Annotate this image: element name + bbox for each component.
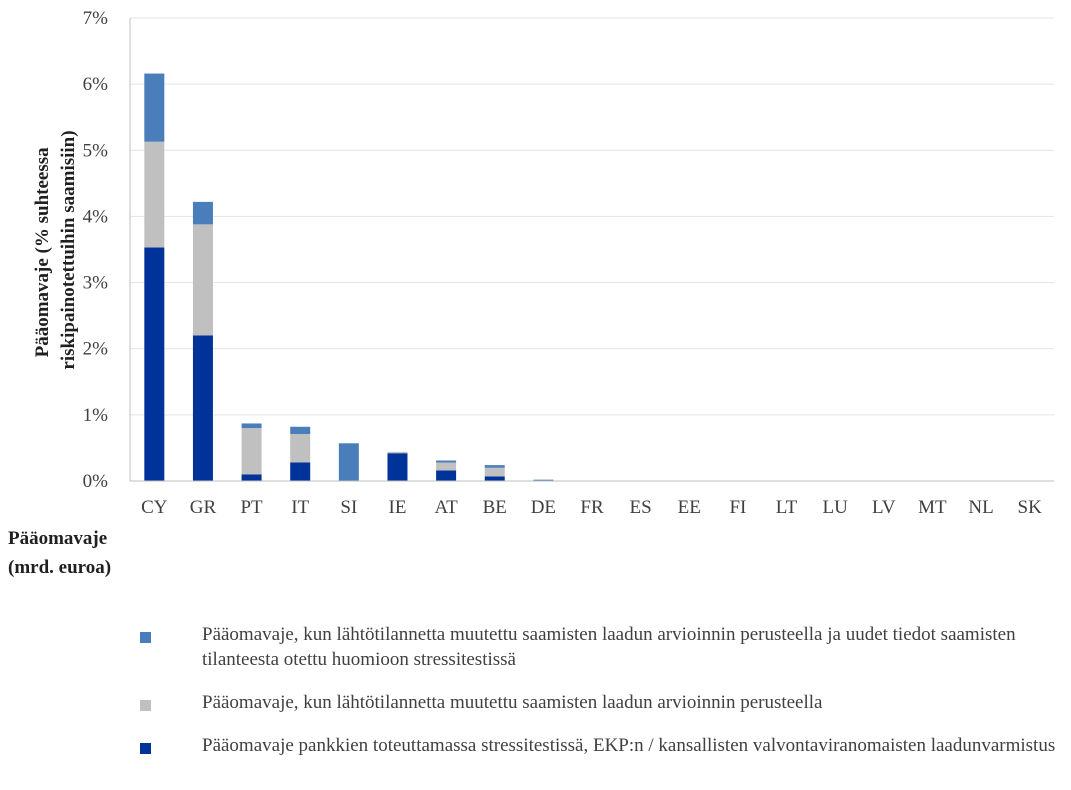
side-label: Pääomavaje (mrd. euroa) [8,524,111,582]
axes [129,18,1054,482]
bar-segment-gr-series1 [192,335,213,481]
side-label-line1: Pääomavaje [8,528,108,549]
bar-segment-si-series3 [338,443,359,481]
bar-chart: 0% 1% 2% 3% 4% 5% 6% 7% CY GR PT IT SI IE AT BE DE FR ES E… [32,8,1054,518]
x-tick-label-sk: SK [1018,497,1043,518]
legend-swatch [140,700,151,711]
y-tick-label: 6% [83,74,109,95]
y-axis-label-line1: Pääomavaje (% suhteessa [32,147,53,358]
x-tick-label-lv: LV [872,497,896,518]
y-tick-label: 4% [83,206,109,227]
bar-segment-cy-series3 [144,73,165,142]
bar-segment-it-series3 [290,426,311,435]
bar-segment-ie-series1 [387,453,408,481]
bar-segment-be-series3 [484,465,505,468]
legend-label: Pääomavaje, kun lähtötilannetta muutettu… [202,624,1016,670]
bar-segment-cy-series2 [144,141,165,248]
bar-segment-at-series1 [436,470,457,481]
y-tick-label: 1% [83,405,109,426]
x-tick-label-lu: LU [822,497,848,518]
legend-swatch [140,632,151,643]
x-tick-label-be: BE [483,497,507,518]
bar-segment-at-series3 [436,460,457,463]
side-label-line2: (mrd. euroa) [8,557,112,578]
bar-segment-be-series2 [484,467,505,477]
x-tick-label-si: SI [340,497,357,518]
x-tick-label-at: AT [434,497,458,518]
x-tick-labels: CY GR PT IT SI IE AT BE DE FR ES EE FI LT LU LV MT NL SK [141,497,1042,518]
bar-segment-pt-series1 [241,474,262,481]
y-axis-label-line2: riskipainotettuihin saamisiin) [58,130,79,369]
bar-segment-it-series2 [290,434,311,463]
bars [144,73,554,482]
bar-segment-gr-series2 [192,224,213,336]
x-tick-label-fr: FR [580,497,604,518]
legend-item: Pääomavaje, kun lähtötilannetta muutettu… [140,622,1065,672]
x-tick-label-it: IT [291,497,309,518]
legend-item: Pääomavaje pankkien toteuttamassa stress… [140,733,1065,758]
bar-segment-pt-series3 [241,423,262,429]
y-tick-label: 3% [83,273,109,294]
y-tick-label: 0% [83,471,109,492]
y-tick-label: 5% [83,140,109,161]
x-tick-label-ie: IE [389,497,407,518]
y-tick-label: 2% [83,339,109,360]
legend-label: Pääomavaje pankkien toteuttamassa stress… [202,735,1056,756]
y-tick-label: 7% [83,8,109,29]
bar-segment-gr-series3 [192,201,213,225]
x-tick-label-de: DE [531,497,556,518]
y-axis-label: Pääomavaje (% suhteessa riskipainotettui… [32,130,79,369]
x-tick-label-cy: CY [141,497,168,518]
x-tick-label-pt: PT [240,497,263,518]
bar-segment-at-series2 [436,462,457,471]
legend-swatch [140,743,151,754]
bar-segment-be-series1 [484,476,505,481]
x-tick-label-ee: EE [678,497,701,518]
x-tick-label-lt: LT [776,497,798,518]
bar-segment-de-series3 [533,479,554,481]
x-tick-label-gr: GR [190,497,217,518]
gridlines [130,17,1054,416]
x-tick-label-es: ES [630,497,652,518]
legend-item: Pääomavaje, kun lähtötilannetta muutettu… [140,690,1065,715]
x-tick-label-nl: NL [968,497,993,518]
bar-segment-it-series1 [290,462,311,481]
legend-label: Pääomavaje, kun lähtötilannetta muutettu… [202,692,823,713]
legend: Pääomavaje, kun lähtötilannetta muutettu… [140,622,1065,776]
bar-segment-ie-series2 [387,451,408,454]
y-tick-labels: 0% 1% 2% 3% 4% 5% 6% 7% [83,8,109,492]
bar-segment-cy-series1 [144,247,165,481]
bar-segment-pt-series2 [241,428,262,475]
x-tick-label-mt: MT [918,497,947,518]
x-tick-label-fi: FI [729,497,746,518]
